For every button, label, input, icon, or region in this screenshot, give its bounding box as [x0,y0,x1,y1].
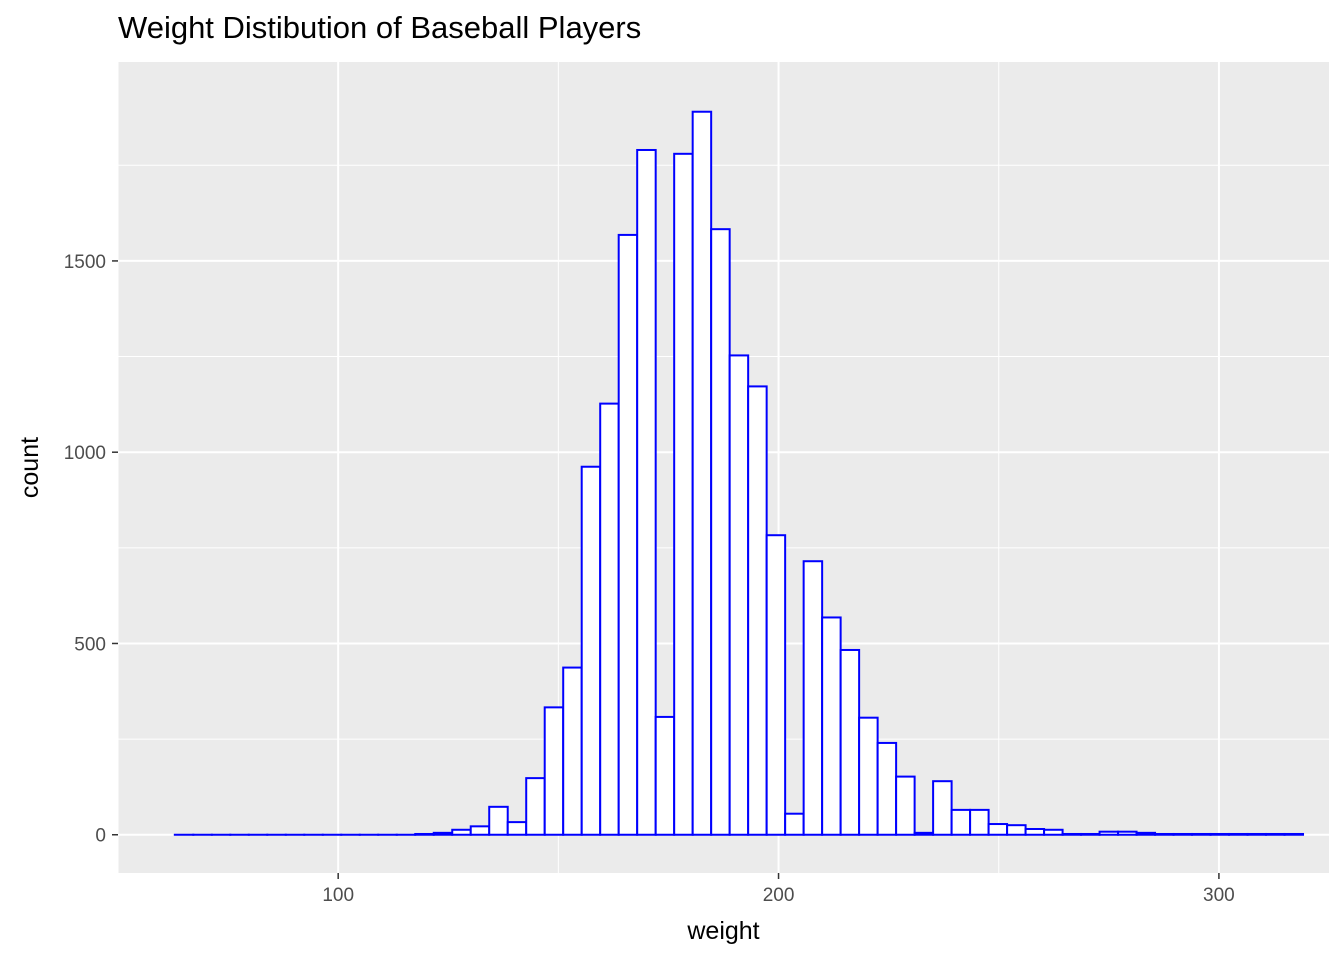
histogram-bar [932,780,953,836]
y-tick-label: 1000 [64,443,106,464]
histogram-bar [654,715,676,836]
y-axis-title: count [16,437,44,498]
x-tick-label: 300 [1203,885,1235,906]
y-tick-label: 0 [95,826,106,847]
histogram-bar [839,648,861,836]
histogram-bar [617,233,639,836]
histogram-bar [765,534,787,836]
chart-title: Weight Distibution of Baseball Players [118,10,642,45]
histogram-bar [895,775,916,836]
histogram-bar [913,831,935,836]
histogram-bar [1024,828,1046,836]
histogram-bar [562,666,583,836]
histogram-bar [950,808,972,836]
histogram-bar [432,831,454,836]
histogram-bar [858,716,879,836]
histogram-bar [673,152,694,836]
histogram-bar [506,821,528,836]
histogram-bar [1191,832,1212,836]
y-tick-label: 500 [74,634,106,655]
histogram-bar [802,560,824,836]
histogram-bar [1006,824,1027,836]
minor-gridlines [117,62,1329,873]
x-tick-label: 200 [763,885,795,906]
y-axis: 0 500 1000 1500 [64,252,118,847]
histogram-bar [710,228,731,836]
histogram-bar [543,706,565,836]
histogram-bar [728,354,750,836]
histogram-bar [1061,832,1083,836]
histogram-bar [1283,832,1305,836]
x-axis-title: weight [686,917,759,945]
histogram-bar [1265,832,1286,836]
histogram-bar [747,385,768,836]
histogram-bar [451,828,472,836]
histogram-bar [1043,828,1064,836]
histogram-bar [599,402,620,836]
histogram-bars [173,110,1305,836]
y-tick-label: 1500 [64,252,106,273]
histogram-bar [1228,832,1249,836]
histogram-bar [414,832,435,836]
histogram-bar [969,808,990,836]
histogram-bar [784,812,805,836]
histogram-bar [821,616,842,836]
histogram-bar [987,823,1009,836]
histogram-bar [488,805,509,836]
histogram-bar [876,741,898,836]
x-axis: 100 200 300 [322,873,1235,906]
histogram-bar [1080,832,1101,836]
histogram-bar [691,110,713,836]
histogram-bar [525,777,546,836]
histogram-bar [469,825,491,836]
histogram-bar [1209,832,1231,836]
histogram-bar [1246,832,1268,836]
histogram-bar [1117,830,1138,836]
histogram-bar [1098,830,1120,836]
histogram-bar [1154,832,1175,836]
histogram-bar [636,148,657,836]
histogram-bar [580,465,602,836]
histogram-bar [1172,832,1194,836]
x-tick-label: 100 [322,885,354,906]
histogram-bar [1135,831,1157,836]
